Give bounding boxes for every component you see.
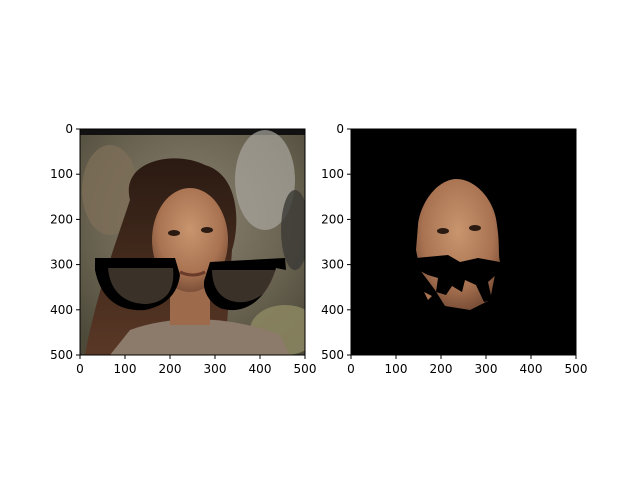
right-x-tick-label: 300 [475,362,498,376]
right-y-tick-label: 0 [336,122,344,136]
right-x-tick-label: 400 [520,362,543,376]
right-axes-frame [350,128,577,356]
left-y-ticks: 0 100 200 300 400 500 [50,122,80,362]
right-y-ticks: 0 100 200 300 400 500 [321,122,351,362]
left-x-tick-label: 300 [204,362,227,376]
left-y-tick-label: 200 [50,212,73,226]
right-y-tick-label: 100 [321,167,344,181]
left-axes: 0 100 200 300 400 500 0 100 200 300 400 500 [50,122,316,376]
left-y-tick-label: 500 [50,348,73,362]
glasses-overlay [95,258,286,311]
left-x-tick-label: 400 [249,362,272,376]
right-x-ticks: 0 100 200 300 400 500 [347,355,587,376]
right-y-tick-label: 500 [321,348,344,362]
left-x-ticks: 0 100 200 300 400 500 [76,355,316,376]
left-x-tick-label: 0 [76,362,84,376]
right-axes: 0 100 200 300 400 500 0 100 200 300 400 500 [321,122,587,376]
photo-image [80,129,305,355]
right-y-tick-label: 400 [321,303,344,317]
right-y-tick-label: 300 [321,258,344,272]
left-y-tick-label: 300 [50,258,73,272]
left-y-tick-label: 0 [65,122,73,136]
left-x-tick-label: 100 [114,362,137,376]
right-x-tick-label: 0 [347,362,355,376]
right-x-tick-label: 500 [565,362,588,376]
left-x-tick-label: 500 [294,362,317,376]
left-y-tick-label: 100 [50,167,73,181]
right-x-tick-label: 100 [385,362,408,376]
left-y-tick-label: 400 [50,303,73,317]
left-x-tick-label: 200 [159,362,182,376]
mask-image [351,129,576,355]
right-y-tick-label: 200 [321,212,344,226]
right-x-tick-label: 200 [430,362,453,376]
left-axes-frame [79,128,306,356]
